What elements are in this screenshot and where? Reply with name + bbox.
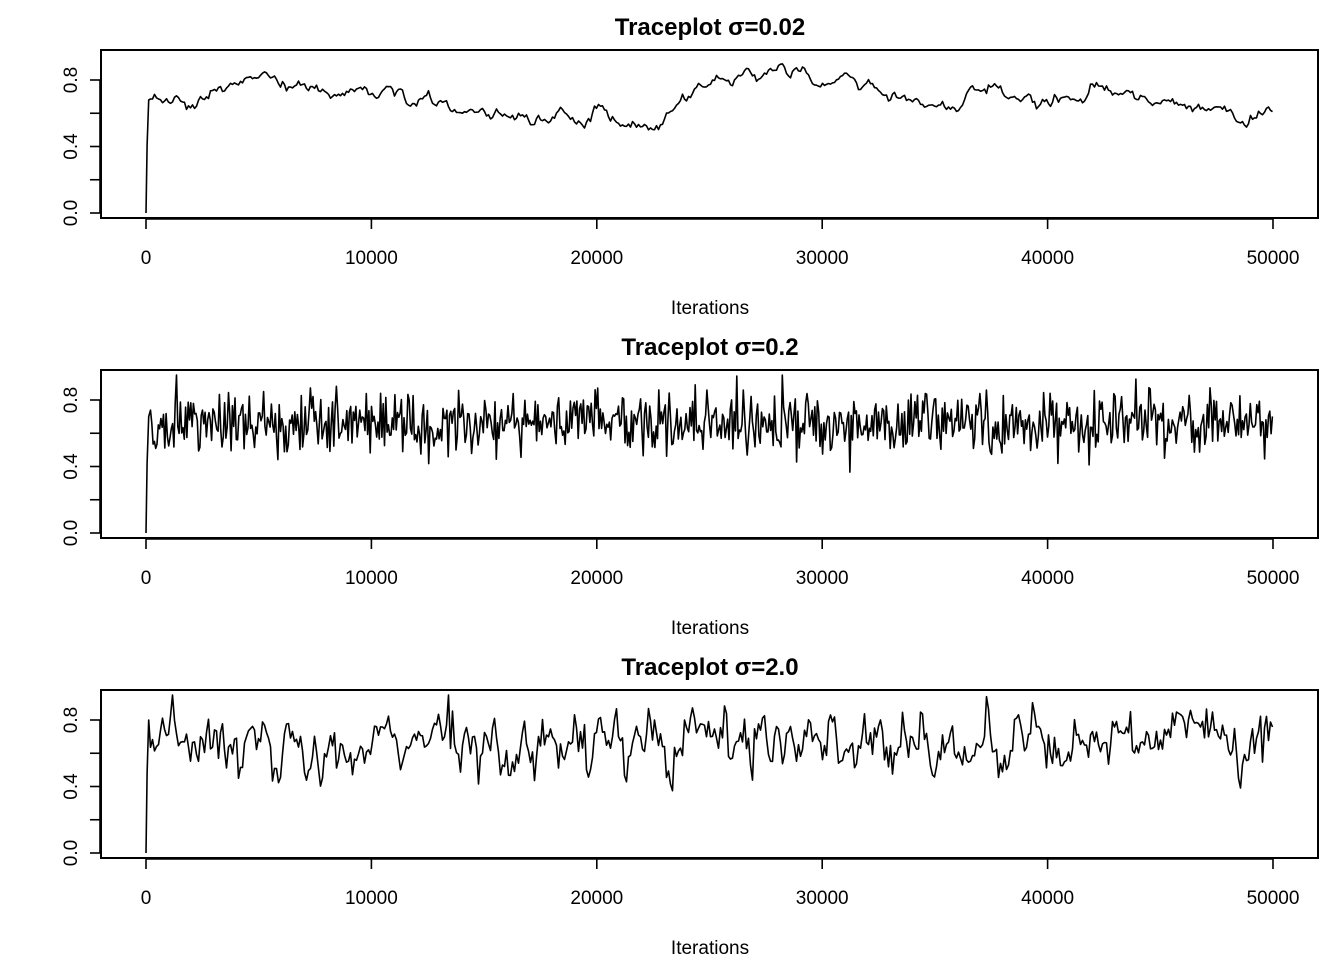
x-tick-label: 30000 bbox=[796, 888, 849, 909]
x-axis-label: Iterations bbox=[671, 618, 749, 639]
x-tick-label: 10000 bbox=[345, 568, 398, 589]
x-tick-label: 0 bbox=[141, 248, 152, 269]
y-tick-label: 0.4 bbox=[61, 453, 82, 480]
x-tick-label: 30000 bbox=[796, 248, 849, 269]
x-tick-label: 50000 bbox=[1247, 568, 1300, 589]
x-axis-label: Iterations bbox=[671, 938, 749, 959]
y-tick-label: 0.4 bbox=[61, 133, 82, 160]
plot-frame bbox=[100, 689, 1319, 859]
y-tick-label: 0.0 bbox=[61, 200, 82, 226]
chart-title: Traceplot σ=0.02 bbox=[615, 14, 806, 41]
chart-title: Traceplot σ=2.0 bbox=[621, 654, 798, 681]
x-axis-label: Iterations bbox=[671, 298, 749, 319]
x-tick-label: 50000 bbox=[1247, 248, 1300, 269]
chart-title: Traceplot σ=0.2 bbox=[621, 334, 798, 361]
x-tick-label: 10000 bbox=[345, 888, 398, 909]
x-tick-label: 50000 bbox=[1247, 888, 1300, 909]
traceplot-panel-1: Traceplot σ=0.02 0 10000 20000 30000 40000 500… bbox=[61, 14, 1319, 319]
y-tick-label: 0.0 bbox=[61, 520, 82, 546]
x-tick-label: 20000 bbox=[570, 888, 623, 909]
x-tick-label: 40000 bbox=[1021, 248, 1074, 269]
x-tick-label: 20000 bbox=[570, 248, 623, 269]
y-tick-label: 0.8 bbox=[61, 67, 82, 93]
y-tick-label: 0.8 bbox=[61, 387, 82, 413]
x-tick-label: 40000 bbox=[1021, 568, 1074, 589]
y-tick-label: 0.8 bbox=[61, 707, 82, 733]
traceplot-panel-2: Traceplot σ=0.2 0 10000 20000 30000 40000 5000… bbox=[61, 334, 1319, 639]
trace-series-line bbox=[145, 63, 1273, 214]
x-tick-label: 30000 bbox=[796, 568, 849, 589]
traceplot-panel-3: Traceplot σ=2.0 0 10000 20000 30000 40000 5000… bbox=[61, 654, 1319, 959]
x-tick-label: 0 bbox=[141, 888, 152, 909]
trace-series-line bbox=[145, 694, 1274, 854]
trace-series-line bbox=[145, 374, 1274, 534]
x-tick-label: 20000 bbox=[570, 568, 623, 589]
plot-frame bbox=[100, 369, 1319, 539]
y-tick-label: 0.0 bbox=[61, 840, 82, 866]
y-tick-label: 0.4 bbox=[61, 773, 82, 800]
x-tick-label: 10000 bbox=[345, 248, 398, 269]
plot-frame bbox=[100, 49, 1319, 219]
x-tick-label: 40000 bbox=[1021, 888, 1074, 909]
x-tick-label: 0 bbox=[141, 568, 152, 589]
